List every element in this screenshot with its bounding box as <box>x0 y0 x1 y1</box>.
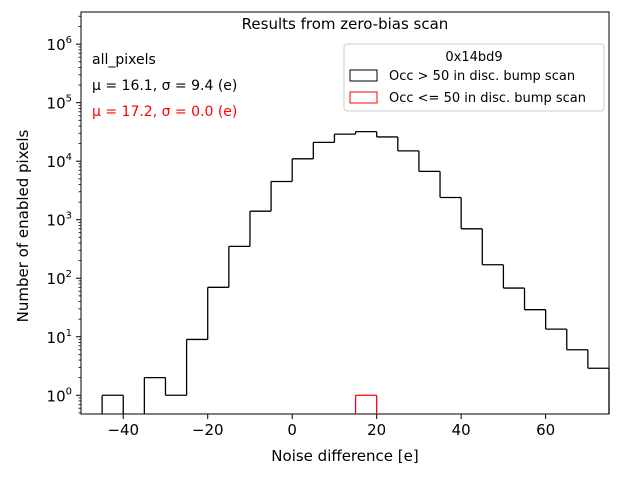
y-tick-label: 101 <box>47 328 72 347</box>
y-tick-label: 104 <box>47 152 72 171</box>
y-tick-label: 102 <box>47 269 72 288</box>
chart-title: Results from zero-bias scan <box>242 15 449 33</box>
annotation-stats-red: μ = 17.2, σ = 0.0 (e) <box>92 104 237 120</box>
annotation-all-pixels: all_pixels <box>92 52 156 68</box>
legend: 0x14bd9 Occ > 50 in disc. bump scan Occ … <box>343 43 605 112</box>
annotation-stats-black: μ = 16.1, σ = 9.4 (e) <box>92 78 237 94</box>
legend-swatch-red <box>349 91 378 104</box>
series-occ-gt-50 <box>101 131 610 414</box>
legend-entry-black: Occ > 50 in disc. bump scan <box>389 69 575 84</box>
legend-box <box>343 43 605 112</box>
y-tick-label: 106 <box>47 35 72 54</box>
legend-entry-red: Occ <= 50 in disc. bump scan <box>389 91 586 106</box>
x-tick-label: 20 <box>367 421 386 439</box>
plot-area: −40 −20 0 20 40 60 100 101 102 103 104 105 106 <box>47 11 610 439</box>
y-tick-label: 105 <box>47 94 72 113</box>
x-tick-label: −40 <box>107 421 139 439</box>
plot-frame <box>80 11 610 415</box>
y-tick-label: 100 <box>47 386 72 405</box>
series-occ-le-50 <box>354 394 378 414</box>
x-tick-label: 60 <box>536 421 555 439</box>
legend-title: 0x14bd9 <box>445 50 502 65</box>
x-axis: −40 −20 0 20 40 60 <box>107 414 555 439</box>
y-axis-label: Number of enabled pixels <box>14 129 32 322</box>
legend-swatch-black <box>349 69 378 82</box>
x-tick-label: −20 <box>192 421 224 439</box>
x-tick-label: 0 <box>287 421 297 439</box>
x-tick-label: 40 <box>452 421 471 439</box>
x-axis-label: Noise difference [e] <box>271 447 418 465</box>
stats-annotations: all_pixels μ = 16.1, σ = 9.4 (e) μ = 17.… <box>92 52 237 120</box>
y-axis: 100 101 102 103 104 105 106 <box>47 15 81 414</box>
y-tick-label: 103 <box>47 211 72 230</box>
